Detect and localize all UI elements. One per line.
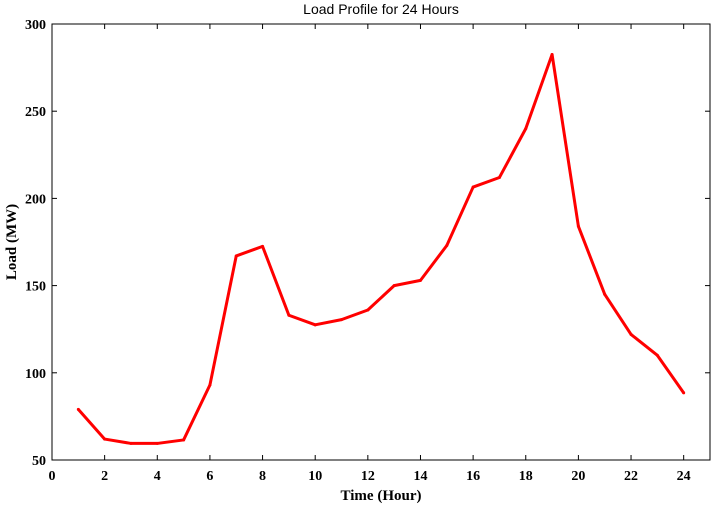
x-tick-label: 24 — [677, 469, 691, 484]
x-tick-label: 10 — [308, 469, 322, 484]
y-tick-label: 200 — [25, 192, 46, 207]
data-point — [655, 353, 659, 357]
data-point — [155, 441, 159, 445]
data-point — [76, 407, 80, 411]
series-layer — [76, 53, 686, 445]
plot-area — [51, 23, 711, 461]
data-point — [103, 437, 107, 441]
x-axis-ticks: 0 2 4 6 8 10 12 14 16 18 20 22 24 — [49, 24, 691, 484]
x-tick-label: 12 — [361, 469, 375, 484]
data-point — [287, 313, 291, 317]
data-point — [471, 185, 475, 189]
data-point — [576, 224, 580, 228]
x-tick-label: 20 — [571, 469, 585, 484]
chart-title: Load Profile for 24 Hours — [303, 1, 459, 17]
data-point — [182, 438, 186, 442]
data-point — [392, 284, 396, 288]
data-point — [313, 323, 317, 327]
y-tick-label: 250 — [25, 105, 46, 120]
x-tick-label: 22 — [624, 469, 638, 484]
x-tick-label: 2 — [101, 469, 108, 484]
data-point — [524, 127, 528, 131]
data-point — [550, 53, 554, 57]
x-tick-label: 14 — [413, 469, 427, 484]
y-tick-label: 100 — [25, 367, 46, 382]
x-tick-label: 6 — [206, 469, 213, 484]
data-point — [366, 308, 370, 312]
x-tick-label: 8 — [259, 469, 266, 484]
data-point — [234, 254, 238, 258]
data-point — [682, 391, 686, 395]
y-axis-ticks: 50 100 150 200 250 300 — [25, 18, 710, 469]
x-tick-label: 4 — [154, 469, 161, 484]
data-point — [629, 332, 633, 336]
data-point — [445, 243, 449, 247]
y-axis-label: Load (MW) — [4, 204, 20, 280]
y-tick-label: 150 — [25, 280, 46, 295]
data-point — [340, 318, 344, 322]
y-tick-label: 50 — [32, 454, 46, 469]
y-tick-label: 300 — [25, 18, 46, 33]
x-axis-label: Time (Hour) — [341, 488, 422, 504]
data-point — [418, 278, 422, 282]
data-point — [208, 383, 212, 387]
data-point — [261, 244, 265, 248]
x-tick-label: 0 — [49, 469, 56, 484]
data-point — [497, 175, 501, 179]
load-series-line — [77, 53, 685, 445]
x-tick-label: 18 — [519, 469, 533, 484]
x-tick-label: 16 — [466, 469, 480, 484]
data-point — [603, 292, 607, 296]
data-point — [129, 441, 133, 445]
